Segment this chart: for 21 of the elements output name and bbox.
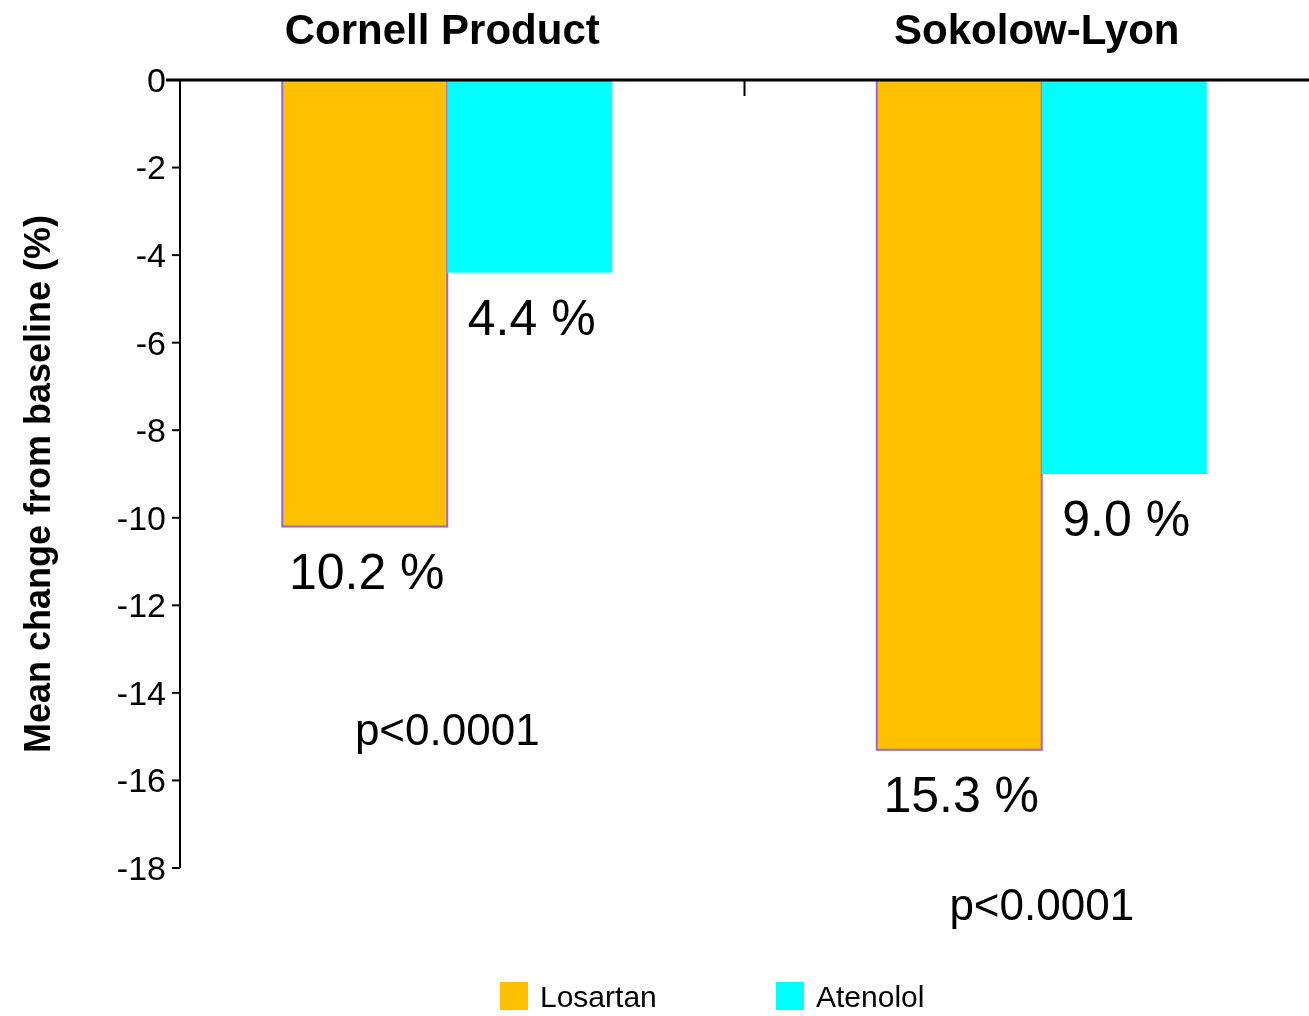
legend-label: Atenolol xyxy=(816,979,925,1013)
y-tick-label: 0 xyxy=(147,60,166,99)
y-tick-label: -6 xyxy=(135,323,166,362)
y-tick-label: -10 xyxy=(116,498,166,537)
legend-label: Losartan xyxy=(540,979,657,1013)
y-tick-label: -4 xyxy=(135,236,166,275)
y-tick-label: -14 xyxy=(116,673,166,712)
y-tick-label: -18 xyxy=(116,848,166,887)
y-tick-label: -2 xyxy=(135,148,166,187)
y-tick-label: -8 xyxy=(135,411,166,450)
x-tick-label: Cornell Product xyxy=(284,6,600,53)
y-tick-label: -16 xyxy=(116,761,166,800)
text: p<0.0001 xyxy=(949,880,1135,929)
annotation: 9.0 % xyxy=(1062,491,1191,547)
annotation: 10.2 % xyxy=(288,543,445,600)
y-tick-label: -12 xyxy=(116,586,166,625)
annotation: 15.3 % xyxy=(883,766,1040,823)
x-tick-label: Sokolow-Lyon xyxy=(894,6,1180,53)
annotation: p<0.0001 xyxy=(354,705,540,754)
y-axis-title: Mean change from baseline (%) xyxy=(17,214,58,754)
annotation: 4.4 % xyxy=(467,289,596,346)
